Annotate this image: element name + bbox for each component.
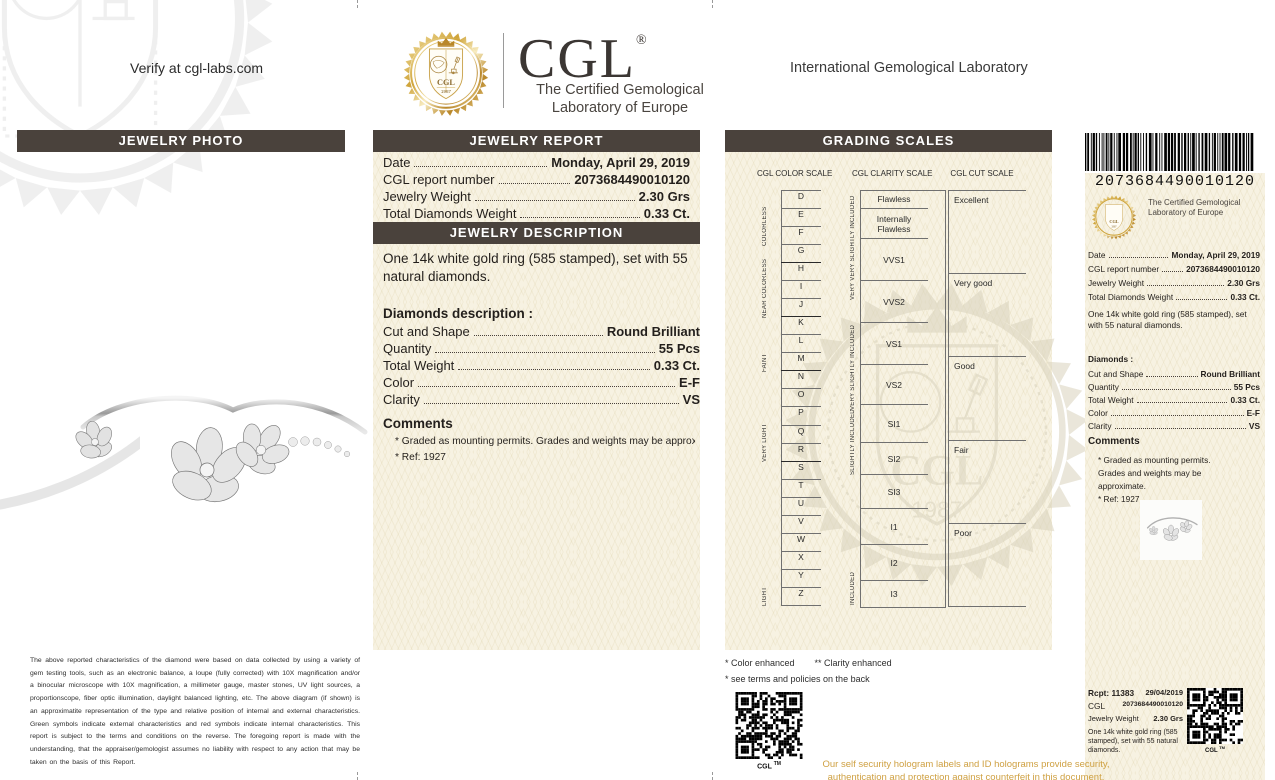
svg-text:CGL: CGL: [437, 78, 455, 87]
svg-text:CGL: CGL: [1109, 219, 1118, 224]
svg-text:1987: 1987: [1111, 226, 1117, 229]
svg-text:1987: 1987: [441, 89, 452, 94]
